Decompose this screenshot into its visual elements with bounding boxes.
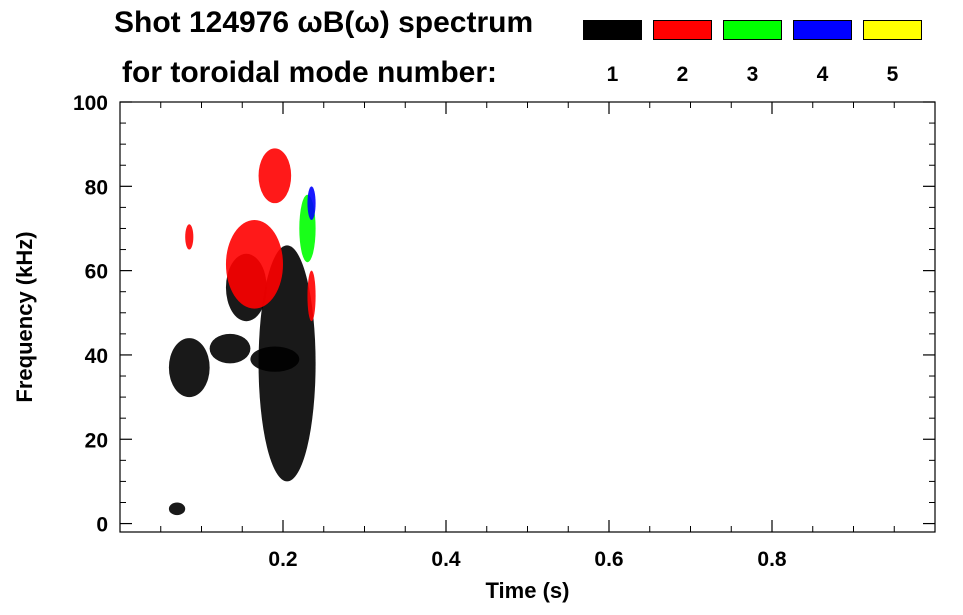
x-tick-label: 0.6 [594, 548, 623, 571]
y-tick-label: 80 [85, 176, 108, 199]
legend-label-mode-2: 2 [676, 63, 689, 86]
legend-swatch-mode-3 [723, 20, 782, 40]
y-tick-label: 0 [96, 514, 108, 537]
y-axis-label: Frequency (kHz) [12, 231, 37, 402]
spectrum-marks [168, 148, 316, 516]
y-tick-label: 40 [85, 345, 108, 368]
legend-swatch-mode-5 [863, 20, 922, 40]
legend-swatch-mode-2 [653, 20, 712, 40]
x-tick-label: 0.2 [268, 548, 297, 571]
mode-1-region-1 [168, 338, 210, 398]
legend-swatch-mode-4 [793, 20, 852, 40]
axis-ticks [120, 101, 935, 532]
mode-1-region-4 [258, 245, 316, 482]
chart-subtitle: for toroidal mode number: [122, 56, 497, 89]
y-tick-label: 60 [85, 261, 108, 284]
x-axis-label: Time (s) [486, 578, 570, 603]
chart-title: Shot 124976 ωB(ω) spectrum [114, 6, 534, 39]
y-tick-label: 20 [85, 429, 108, 452]
mode-1-region-6 [168, 502, 186, 516]
mode-1-region-2 [209, 333, 251, 364]
mode-2-region-4 [185, 224, 194, 250]
mode-4-region-1 [307, 186, 316, 221]
mode-2-region-2 [258, 148, 292, 204]
y-tick-label: 100 [73, 92, 108, 115]
legend-label-mode-4: 4 [816, 63, 829, 86]
legend-label-mode-5: 5 [886, 63, 899, 86]
mode-2-region-1 [225, 220, 283, 309]
axis-tick-labels: 0.2 0.4 0.6 0.8 0 20 40 60 80 100 [73, 92, 787, 571]
legend-swatch-mode-1 [583, 20, 642, 40]
mode-2-region-3 [307, 270, 316, 322]
legend-label-mode-3: 3 [746, 63, 759, 86]
x-tick-label: 0.4 [431, 548, 461, 571]
x-tick-label: 0.8 [757, 548, 787, 571]
legend-label-mode-1: 1 [606, 63, 619, 86]
